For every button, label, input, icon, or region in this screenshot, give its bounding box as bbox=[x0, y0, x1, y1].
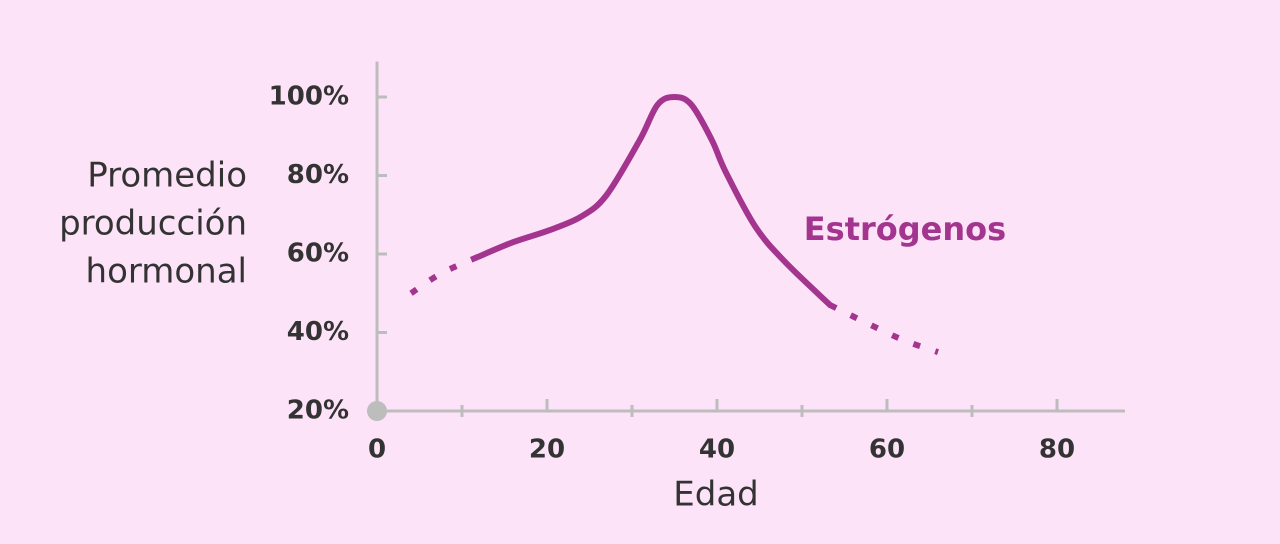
y-tick-label: 80% bbox=[287, 160, 349, 190]
y-axis-title: Promedio bbox=[87, 156, 247, 196]
y-tick-label: 60% bbox=[287, 239, 349, 269]
x-tick-label: 20 bbox=[529, 435, 565, 465]
series-line bbox=[474, 93, 834, 309]
x-tick-label: 0 bbox=[368, 435, 386, 465]
x-axis-title: Edad bbox=[673, 475, 758, 515]
origin-dot bbox=[367, 401, 387, 421]
y-tick-label: 20% bbox=[287, 396, 349, 426]
y-tick-label: 40% bbox=[287, 317, 349, 347]
y-axis-title: hormonal bbox=[86, 252, 247, 292]
x-tick-label: 40 bbox=[699, 435, 735, 465]
x-tick-label: 80 bbox=[1039, 435, 1075, 465]
series-label: Estrógenos bbox=[804, 210, 1006, 248]
x-tick-label: 60 bbox=[869, 435, 905, 465]
y-tick-label: 100% bbox=[269, 82, 349, 112]
y-axis-title: producción bbox=[59, 204, 247, 244]
